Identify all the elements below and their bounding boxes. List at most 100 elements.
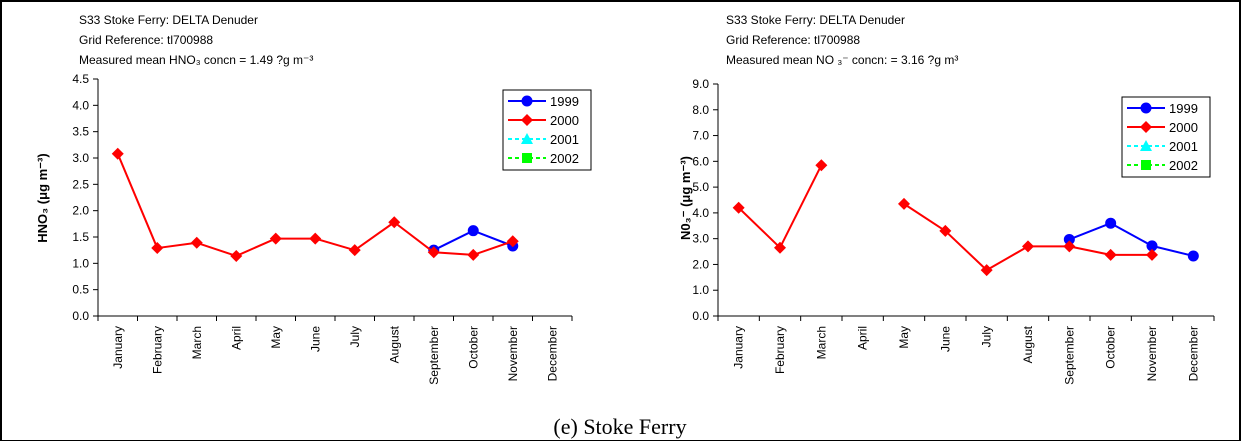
series-1999: [1063, 217, 1199, 262]
data-point: [1022, 240, 1034, 253]
x-tick-label: April: [856, 326, 870, 350]
data-point: [732, 201, 745, 214]
legend-box: [502, 89, 592, 171]
legend: 1999 2000 2001 2002: [1121, 96, 1211, 178]
x-tick-label: January: [111, 326, 125, 369]
y-tick-label: 1.0: [692, 283, 709, 297]
y-axis-label: HNO₃ (μg m⁻³): [35, 153, 50, 242]
x-tick-label: January: [732, 326, 746, 369]
x-tick-label: July: [980, 326, 994, 347]
series-line-segment: [903, 203, 946, 232]
series-line-segment: [1068, 222, 1112, 241]
legend-label: 1999: [1169, 101, 1198, 116]
y-tick-label: 3.0: [692, 232, 709, 246]
data-point: [774, 241, 786, 254]
chart-header-line-1: S33 Stoke Ferry: DELTA Denuder: [79, 13, 258, 27]
series-line-segment: [472, 240, 514, 256]
series-2000: [732, 159, 1158, 277]
legend-label: 2000: [550, 113, 579, 128]
series-line-segment: [235, 237, 277, 257]
data-point: [815, 159, 828, 172]
data-point: [190, 236, 203, 249]
legend-swatch-marker: [521, 95, 533, 107]
plot-area: 0.0 0.5 1.0 1.5 2.0 2.5 3.0 3.5 4.0 4.5 January Feb…: [72, 72, 573, 385]
y-tick-label: 7.0: [692, 129, 709, 143]
y-tick-label: 0.5: [72, 283, 89, 297]
hno3-chart: S33 Stoke Ferry: DELTA Denuder Grid Refe…: [35, 13, 592, 385]
plot-area: 0.0 1.0 2.0 3.0 4.0 5.0 6.0 7.0 8.0 9.0 January Feb…: [692, 77, 1215, 385]
x-tick-label: May: [269, 326, 283, 349]
x-tick-label: February: [150, 326, 164, 374]
x-tick-label: March: [190, 326, 204, 359]
x-tick-label: March: [814, 326, 828, 359]
series-line-segment: [1151, 244, 1194, 257]
y-axis-label: N0₃⁻ (μg m⁻³): [678, 156, 693, 240]
x-tick-label: September: [427, 326, 441, 385]
x-tick-label: September: [1062, 326, 1076, 385]
y-tick-label: 0.0: [72, 309, 89, 323]
series-2000: [111, 147, 519, 262]
x-tick-label: May: [897, 326, 911, 349]
data-point: [230, 249, 243, 262]
series-line-segment: [354, 221, 395, 251]
x-tick-label: February: [773, 326, 787, 374]
series-line-segment: [116, 153, 159, 249]
data-point: [898, 197, 910, 210]
legend-label: 2000: [1169, 120, 1198, 135]
y-tick-label: 1.0: [72, 256, 89, 270]
legend-label: 1999: [550, 94, 579, 109]
chart-header-line-1: S33 Stoke Ferry: DELTA Denuder: [726, 13, 905, 27]
x-tick-label: June: [938, 326, 952, 352]
figure-caption: (e) Stoke Ferry: [553, 414, 686, 439]
series-line-segment: [737, 207, 781, 249]
legend-label: 2001: [1169, 139, 1198, 154]
y-tick-label: 3.0: [72, 151, 89, 165]
data-point: [111, 147, 124, 160]
data-point: [1187, 250, 1199, 262]
series-line-segment: [433, 251, 474, 256]
data-point: [269, 232, 282, 245]
legend: 1999 2000 2001 2002: [502, 89, 592, 171]
data-point: [309, 232, 322, 245]
series-line-segment: [986, 245, 1029, 271]
no3-chart: S33 Stoke Ferry: DELTA Denuder Grid Refe…: [678, 13, 1215, 385]
y-tick-label: 8.0: [692, 103, 709, 117]
series-line-segment: [196, 241, 237, 257]
data-point: [427, 246, 440, 259]
legend-swatch-marker: [1140, 140, 1152, 151]
y-tick-label: 0.0: [692, 309, 709, 323]
series-line-segment: [157, 241, 197, 250]
legend-swatch-marker: [521, 114, 533, 126]
x-tick-label: November: [506, 326, 520, 381]
y-tick-label: 4.0: [72, 98, 89, 112]
x-tick-label: April: [229, 326, 243, 350]
y-tick-label: 6.0: [692, 154, 709, 168]
y-tick-label: 1.5: [72, 230, 89, 244]
data-point: [1104, 248, 1117, 261]
data-point: [1146, 248, 1158, 261]
x-tick-label: August: [1021, 325, 1035, 363]
data-point: [939, 224, 952, 237]
chart-header-line-3: Measured mean HNO₃ concn = 1.49 ?g m⁻³: [79, 53, 313, 67]
legend-label: 2001: [550, 132, 579, 147]
legend-swatch-marker: [522, 153, 532, 163]
x-tick-label: November: [1145, 326, 1159, 381]
y-tick-label: 5.0: [692, 180, 709, 194]
chart-header-line-3: Measured mean NO ₃⁻ concn: = 3.16 ?g m³: [726, 53, 958, 67]
legend-swatch-marker: [1141, 160, 1151, 170]
y-tick-label: 3.5: [72, 125, 89, 139]
y-tick-label: 9.0: [692, 77, 709, 91]
x-tick-label: August: [387, 325, 401, 363]
data-point: [348, 244, 361, 257]
series-line-segment: [944, 230, 988, 271]
y-tick-label: 4.5: [72, 72, 89, 86]
data-point: [151, 242, 164, 255]
legend-box: [1121, 96, 1211, 178]
y-tick-label: 4.0: [692, 206, 709, 220]
data-point: [467, 225, 479, 237]
x-tick-label: December: [545, 326, 559, 381]
series-line-segment: [1069, 245, 1111, 256]
series-line-segment: [433, 229, 474, 252]
